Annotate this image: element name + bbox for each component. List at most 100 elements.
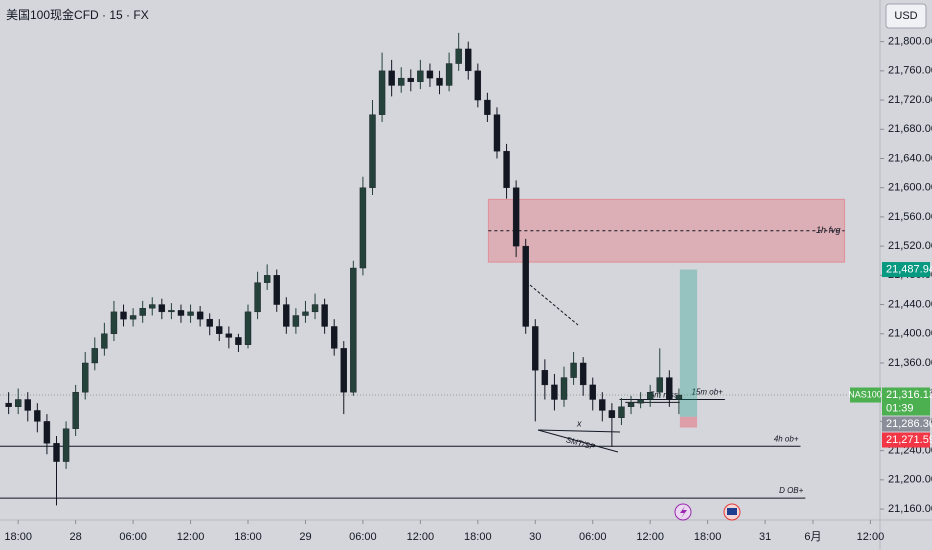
candle-body xyxy=(196,311,204,320)
candle-body xyxy=(139,308,146,316)
x-tick-label: 06:00 xyxy=(579,531,607,543)
candle-body xyxy=(359,187,367,269)
x-tick-label: 29 xyxy=(299,531,311,543)
candle-body xyxy=(484,99,491,115)
candle-body xyxy=(177,310,185,316)
x-tick-label: 06:00 xyxy=(349,531,377,543)
x-tick-label: 12:00 xyxy=(177,531,205,543)
candle-body xyxy=(541,370,549,386)
x-tick-label: 18:00 xyxy=(464,531,492,543)
candle-body xyxy=(465,48,472,72)
candle-body xyxy=(129,315,137,320)
price-tag xyxy=(882,387,930,416)
smt-line xyxy=(537,429,619,453)
y-tick-label: 21,640.00 xyxy=(888,152,932,164)
candle-body xyxy=(407,77,414,82)
x-tick-label: 31 xyxy=(759,531,771,543)
candle-body xyxy=(350,267,357,393)
candle-body xyxy=(426,70,434,79)
flag xyxy=(727,508,737,515)
candle-body xyxy=(388,70,395,86)
price-tag-label: 21,487.94 xyxy=(886,263,932,275)
y-tick-label: 21,720.00 xyxy=(888,94,932,106)
candle-body xyxy=(158,304,166,313)
currency-button[interactable] xyxy=(885,3,927,29)
candle-body xyxy=(656,377,663,393)
symbol-tag xyxy=(850,387,881,403)
candle-body xyxy=(62,428,70,462)
position-profit xyxy=(679,269,698,417)
price-tag xyxy=(882,432,930,448)
y-tick-label: 21,160.00 xyxy=(888,503,932,515)
level-label: D OB+ xyxy=(779,486,804,495)
candle-body xyxy=(168,310,175,313)
candle-body xyxy=(225,333,233,338)
candle-body xyxy=(599,399,606,411)
position-loss xyxy=(679,416,698,428)
x-tick-label: 6月 xyxy=(804,531,821,543)
x-tick-label: 18:00 xyxy=(694,531,722,543)
candle-body xyxy=(512,187,520,247)
smt-drawing: x SMT/SP xyxy=(529,284,621,453)
fvg-label: 1h fvg xyxy=(816,225,841,235)
candle-body xyxy=(340,348,347,393)
candle-body xyxy=(254,282,261,313)
candle-body xyxy=(608,410,616,418)
candle-body xyxy=(675,394,683,400)
symbol-tag-label: NAS100 xyxy=(848,389,882,399)
x-tick-label: 28 xyxy=(70,531,82,543)
candle-body xyxy=(43,421,51,444)
x-tick-label: 18:00 xyxy=(4,531,32,543)
x-tick-label: 12:00 xyxy=(407,531,435,543)
candle-body xyxy=(14,399,22,407)
price-tag xyxy=(882,262,930,278)
level-label: 4h ob+ xyxy=(774,434,799,443)
y-tick-label: 21,400.00 xyxy=(888,328,932,340)
candle-body xyxy=(24,399,31,411)
candle-body xyxy=(311,304,319,313)
candle-body xyxy=(110,311,118,334)
candle-body xyxy=(53,443,60,462)
candle-body xyxy=(283,304,290,327)
candle-body xyxy=(522,245,529,327)
level-label: 5m mss xyxy=(650,391,678,400)
candle-body xyxy=(570,362,577,378)
candle-body xyxy=(627,402,635,407)
candle-body xyxy=(503,150,510,188)
candle-body xyxy=(34,410,41,422)
candle-body xyxy=(398,77,405,86)
candle-body xyxy=(646,391,654,400)
candle-body xyxy=(216,326,223,334)
candle-body xyxy=(378,70,386,115)
smt-marker: x xyxy=(576,418,582,428)
candle-body xyxy=(5,402,12,407)
x-tick-label: 06:00 xyxy=(119,531,147,543)
x-tick-label: 18:00 xyxy=(234,531,262,543)
candle-body xyxy=(551,384,558,400)
candle-body xyxy=(149,304,156,309)
candle-body xyxy=(91,348,98,364)
lightning xyxy=(680,506,687,518)
x-tick-label: 30 xyxy=(529,531,541,543)
candle-body xyxy=(101,333,108,349)
candle-body xyxy=(302,311,309,316)
candle-body xyxy=(369,114,376,188)
y-tick-label: 21,680.00 xyxy=(888,123,932,135)
candle-body xyxy=(417,70,424,82)
y-tick-label: 21,760.00 xyxy=(888,65,932,77)
y-tick-label: 21,520.00 xyxy=(888,240,932,252)
candle-body xyxy=(273,275,280,305)
candle-body xyxy=(263,275,271,283)
candle-body xyxy=(589,384,596,400)
smt-line xyxy=(537,429,621,433)
currency-label[interactable]: USD xyxy=(894,10,917,22)
candle-body xyxy=(235,337,242,345)
y-tick-label: 21,360.00 xyxy=(888,357,932,369)
event-icons xyxy=(674,503,741,521)
countdown-label: 01:39 xyxy=(886,402,914,414)
candle-body xyxy=(618,406,625,418)
candle-body xyxy=(560,377,568,400)
candle-body xyxy=(72,391,79,429)
symbol-title: 美国100现金CFD · 15 · FX xyxy=(6,7,149,22)
candle-body xyxy=(455,48,462,64)
